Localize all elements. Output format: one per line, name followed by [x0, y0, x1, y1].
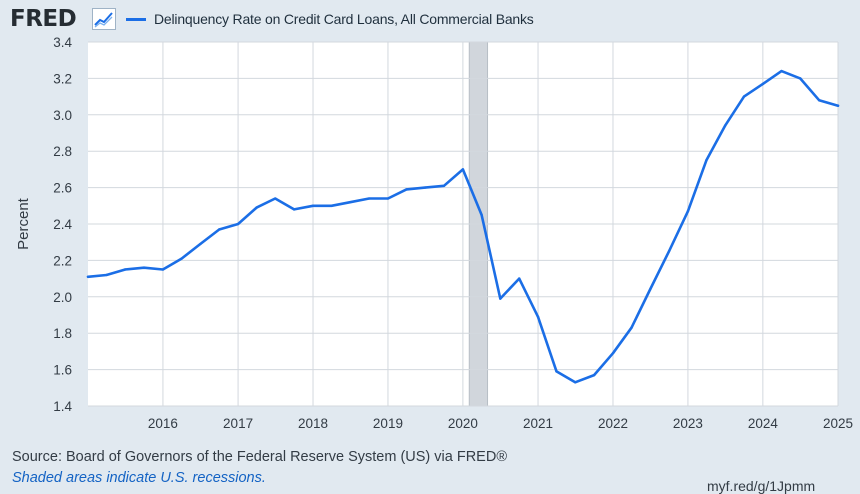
legend-label: Delinquency Rate on Credit Card Loans, A…	[154, 11, 534, 27]
legend[interactable]: Delinquency Rate on Credit Card Loans, A…	[126, 10, 534, 28]
data-point	[105, 273, 108, 277]
data-point	[274, 197, 277, 200]
x-tick-label: 2022	[598, 416, 628, 431]
x-tick-label: 2016	[148, 416, 178, 431]
x-tick-label: 2024	[748, 416, 779, 431]
data-point	[480, 213, 483, 217]
fred-logo[interactable]: FRED	[10, 6, 77, 32]
legend-swatch	[126, 17, 146, 21]
data-point	[180, 257, 183, 260]
x-tick-label: 2018	[298, 416, 328, 431]
x-tick-label: 2021	[523, 416, 553, 431]
y-tick-label: 2.4	[53, 217, 72, 232]
x-tick-label: 2017	[223, 416, 253, 431]
data-point	[161, 268, 165, 271]
data-point	[311, 204, 315, 207]
y-tick-label: 3.4	[53, 35, 72, 50]
y-tick-label: 1.8	[53, 326, 72, 341]
x-tick-label: 2025	[823, 416, 853, 431]
x-tick-label: 2020	[448, 416, 478, 431]
y-tick-label: 3.0	[53, 108, 72, 123]
data-point	[536, 315, 540, 319]
y-tick-label: 3.2	[53, 71, 72, 86]
y-tick-label: 1.6	[53, 363, 72, 378]
source-note: Source: Board of Governors of the Federa…	[12, 449, 508, 465]
recession-note: Shaded areas indicate U.S. recessions.	[12, 470, 266, 486]
data-point	[255, 206, 258, 209]
y-axis-label: Percent	[15, 197, 32, 250]
data-point	[499, 297, 502, 300]
y-tick-label: 1.4	[53, 399, 72, 414]
data-point	[705, 159, 708, 162]
data-point	[236, 222, 240, 226]
data-point	[217, 228, 221, 231]
data-point	[423, 186, 427, 189]
data-point	[142, 266, 146, 269]
x-tick-label: 2019	[373, 416, 403, 431]
y-tick-label: 2.6	[53, 181, 72, 196]
data-point	[592, 373, 596, 377]
data-point	[123, 268, 127, 271]
data-point	[199, 242, 202, 246]
short-link[interactable]: myf.red/g/1Jpmm	[707, 478, 816, 494]
data-point	[723, 124, 727, 127]
chart-header: FRED Delinquency Rate on Credit Card Loa…	[0, 0, 860, 40]
data-point	[648, 288, 652, 291]
data-point	[555, 370, 558, 373]
data-point	[86, 275, 90, 278]
data-point	[517, 277, 521, 280]
data-point	[611, 352, 615, 355]
data-point	[348, 200, 352, 204]
y-tick-label: 2.0	[53, 290, 72, 305]
data-point	[686, 210, 690, 213]
data-point	[780, 69, 783, 73]
data-point	[461, 168, 465, 171]
line-chart: 1.4 1.6 1.8 2.0 2.2 2.4 2.6 2.8 3.0 3.2 3.4 2016 201…	[15, 35, 853, 431]
x-tick-label: 2023	[673, 416, 703, 431]
y-tick-label: 2.2	[53, 253, 72, 268]
data-point	[836, 104, 840, 107]
data-point	[367, 197, 371, 200]
data-point	[630, 326, 633, 329]
data-point	[405, 188, 408, 191]
data-point	[330, 204, 333, 207]
data-point	[742, 95, 746, 98]
data-point	[761, 82, 765, 86]
data-point	[442, 184, 446, 187]
data-point	[386, 197, 390, 200]
data-point	[667, 250, 671, 253]
data-point	[292, 208, 296, 211]
data-point	[817, 99, 821, 102]
data-point	[799, 77, 802, 80]
data-point	[574, 381, 577, 384]
graph-icon[interactable]	[92, 8, 116, 30]
y-tick-label: 2.8	[53, 144, 72, 159]
